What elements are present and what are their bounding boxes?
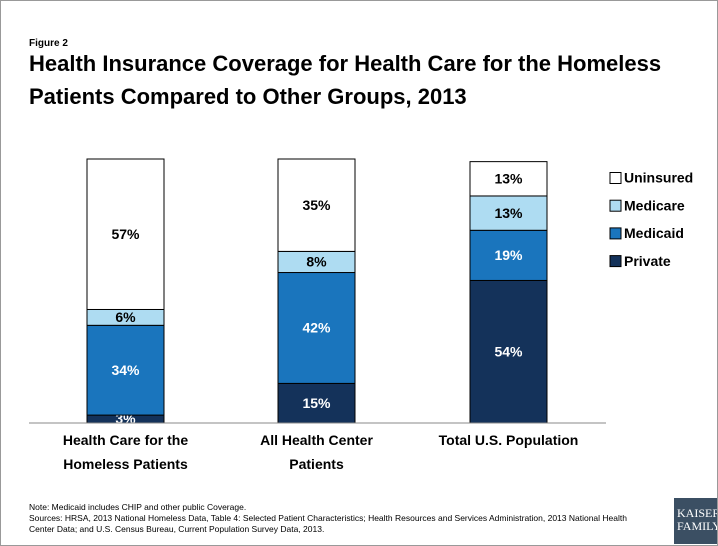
- bar-segment: [86, 158, 165, 310]
- notes: Note: Medicaid includes CHIP and other p…: [29, 502, 629, 535]
- legend-label: Medicare: [624, 197, 685, 213]
- value-label: 34%: [111, 362, 140, 378]
- legend-label: Private: [624, 253, 671, 269]
- value-label: 54%: [494, 343, 523, 359]
- note: Note: Medicaid includes CHIP and other p…: [29, 502, 247, 512]
- logo: KAISER FAMILY: [674, 498, 718, 544]
- value-label: 57%: [111, 226, 140, 242]
- x-tick-label: Health Care for the Homeless Patients: [62, 432, 189, 472]
- value-label: 42%: [302, 320, 331, 336]
- legend-swatch: [609, 172, 622, 184]
- bar-segment: [469, 161, 548, 197]
- bar-segment: [86, 324, 165, 416]
- value-label: 13%: [494, 205, 523, 221]
- value-label: 13%: [494, 171, 523, 187]
- figure-label: Figure 2: [29, 38, 68, 49]
- legend-swatch: [609, 227, 622, 240]
- logo-line: FAMILY: [677, 519, 718, 533]
- legend-label: Medicaid: [624, 225, 684, 241]
- value-label: 35%: [302, 197, 331, 213]
- x-tick-label: All Health Center Patients: [260, 432, 373, 472]
- bar-segment: [469, 195, 548, 231]
- value-label: 15%: [302, 395, 331, 411]
- legend-swatch: [609, 199, 622, 212]
- logo-line: KAISER: [677, 506, 718, 520]
- sources: Sources: HRSA, 2013 National Homeless Da…: [29, 513, 627, 534]
- bar-segment: [277, 272, 356, 384]
- bar-segment: [277, 158, 356, 252]
- value-label: 8%: [306, 254, 327, 270]
- bar-segment: [277, 382, 356, 424]
- legend-label: Uninsured: [624, 170, 693, 186]
- x-tick-label: Total U.S. Population: [438, 432, 579, 448]
- value-label: 6%: [115, 309, 136, 325]
- chart-title: Health Insurance Coverage for Health Car…: [29, 51, 662, 109]
- bar-segment: [469, 229, 548, 281]
- value-label: 19%: [494, 247, 523, 263]
- legend-swatch: [609, 255, 622, 268]
